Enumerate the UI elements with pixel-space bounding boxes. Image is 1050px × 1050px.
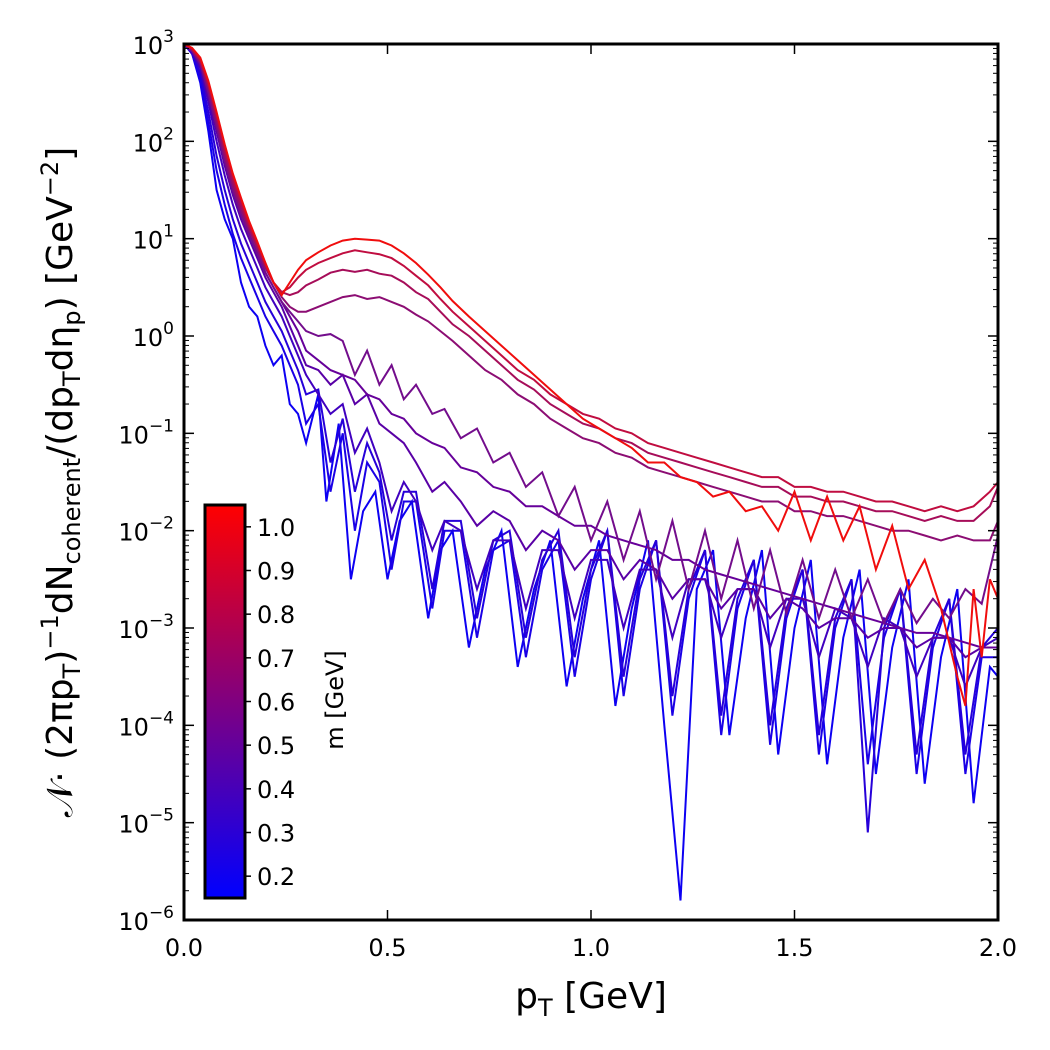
y-axis-ticks: 103 102 101 100 10−1 10−2 10−3 10−4 10−5 10−6 [118,27,998,936]
y-tick-label: 100 [133,319,174,352]
y-tick-label: 10−4 [118,708,174,741]
x-axis-label: pT [GeV] [515,976,667,1022]
colorbar-tick-label: 0.3 [257,820,295,848]
x-tick-label: 1.5 [775,934,813,962]
colorbar-tick-label: 0.9 [257,558,295,586]
x-tick-label: 2.0 [979,934,1017,962]
colorbar-tick-label: 0.5 [257,732,295,760]
colorbar-tick-label: 0.6 [257,689,295,717]
colorbar-tick-label: 0.7 [257,645,295,673]
colorbar: 1.0 0.9 0.8 0.7 0.6 0.5 0.4 0.3 0.2 m [GeV] [203,503,349,900]
colorbar-tick-label: 0.4 [257,776,295,804]
x-tick-label: 0.0 [165,934,203,962]
series-line-7 [184,44,998,542]
y-axis-label: 𝒩· (2πpT)−1dNcoherent/(dpTdηp) [GeV−2] [36,147,86,817]
plot-frame [182,42,1000,922]
colorbar-gradient [203,503,247,900]
series-line-0 [184,44,998,901]
colorbar-ticks: 1.0 0.9 0.8 0.7 0.6 0.5 0.4 0.3 0.2 [245,514,295,891]
y-tick-label: 10−5 [118,806,174,839]
series-line-2 [184,44,998,833]
y-tick-label: 10−6 [118,903,174,936]
y-tick-label: 101 [133,222,174,255]
x-tick-label: 0.5 [368,934,406,962]
colorbar-tick-label: 1.0 [257,514,295,542]
y-tick-label: 103 [133,27,174,60]
y-tick-label: 102 [133,124,174,157]
x-axis-ticks: 0.0 0.5 1.0 1.5 2.0 [165,44,1017,962]
series-line-1 [184,44,998,775]
y-tick-label: 10−3 [118,611,174,644]
y-tick-label: 10−2 [118,514,174,547]
x-tick-label: 1.0 [572,934,610,962]
series-line-8 [184,44,998,522]
series-line-5 [184,44,998,649]
series-layer [184,44,998,901]
y-tick-label: 10−1 [118,416,174,449]
series-line-10 [184,44,998,707]
colorbar-tick-label: 0.2 [257,863,295,891]
colorbar-tick-label: 0.8 [257,601,295,629]
series-line-4 [184,44,998,659]
colorbar-title: m [GeV] [321,650,349,750]
series-line-6 [184,44,998,626]
